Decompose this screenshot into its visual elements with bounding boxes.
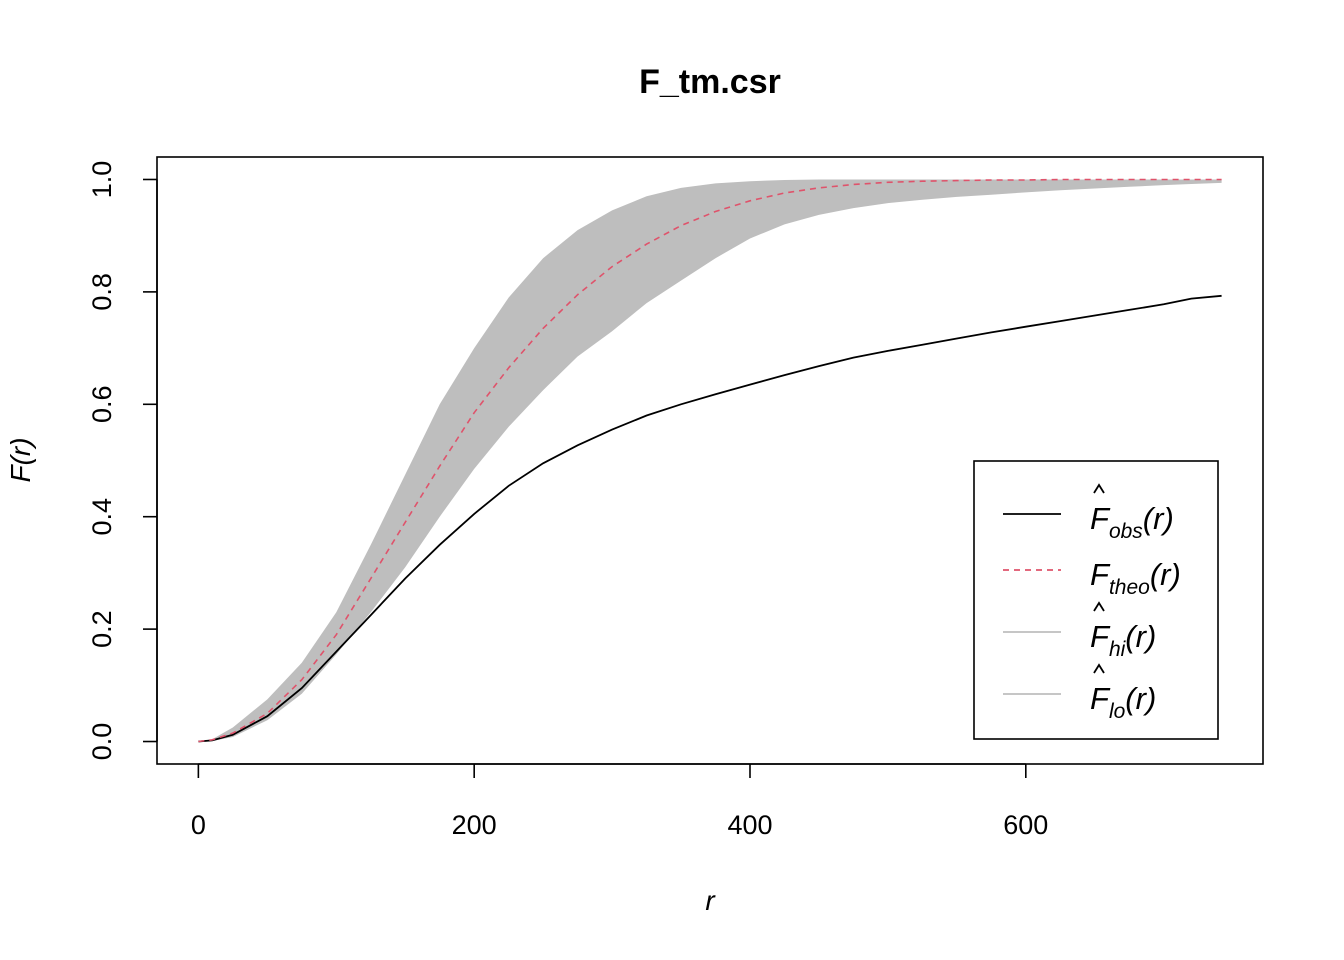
y-axis-label: F(r) [5, 437, 36, 482]
legend-label-arg: (r) [1150, 557, 1181, 592]
legend-entry-obs: Fobs(r) [1003, 483, 1174, 543]
legend-label-arg: (r) [1125, 619, 1156, 654]
y-tick-label: 0.0 [87, 723, 117, 761]
legend-label: Fobs(r) [1090, 501, 1174, 543]
legend-label-main: F [1090, 681, 1111, 716]
y-tick-label: 0.2 [87, 610, 117, 648]
legend-label-arg: (r) [1143, 501, 1174, 536]
chart-title: F_tm.csr [639, 63, 781, 101]
legend-label: Flo(r) [1090, 681, 1156, 723]
legend-label-main: F [1090, 501, 1111, 536]
hat-icon [1093, 483, 1105, 494]
legend-entry-theo: Ftheo(r) [1003, 557, 1181, 599]
series-line-theo [198, 178, 1222, 743]
legend-label-main: F [1090, 557, 1111, 592]
hat-icon [1093, 663, 1105, 674]
envelope-band [198, 179, 1222, 742]
x-axis-label: r [705, 885, 716, 916]
x-tick-label: 400 [727, 810, 772, 840]
legend-label-sub: obs [1109, 520, 1143, 543]
x-tick-label: 0 [191, 810, 206, 840]
legend-label-sub: theo [1109, 576, 1150, 599]
x-tick-label: 600 [1003, 810, 1048, 840]
legend-entry-lo: Flo(r) [1003, 663, 1156, 723]
legend-label-arg: (r) [1125, 681, 1156, 716]
envelope-layer [198, 179, 1222, 742]
legend-box [973, 460, 1219, 740]
legend-label-sub: lo [1109, 700, 1126, 723]
x-tick-label: 200 [452, 810, 497, 840]
hat-icon [1093, 601, 1105, 612]
x-axis: 0 200 400 600 [191, 763, 1048, 840]
legend-label-sub: hi [1109, 638, 1127, 661]
y-tick-label: 1.0 [87, 161, 117, 199]
lines-layer [198, 178, 1222, 743]
y-tick-label: 0.4 [87, 498, 117, 536]
y-axis: 0.0 0.2 0.4 0.6 0.8 1.0 [87, 161, 158, 761]
legend-label: Fhi(r) [1090, 619, 1156, 661]
legend: Fobs(r)Ftheo(r)Fhi(r)Flo(r) [973, 460, 1219, 740]
series-line-obs [198, 294, 1222, 743]
y-tick-label: 0.6 [87, 386, 117, 424]
y-tick-label: 0.8 [87, 273, 117, 311]
legend-label: Ftheo(r) [1090, 557, 1181, 599]
legend-entry-hi: Fhi(r) [1003, 601, 1156, 661]
y-axis-label-text: F(r) [5, 437, 36, 482]
legend-label-main: F [1090, 619, 1111, 654]
